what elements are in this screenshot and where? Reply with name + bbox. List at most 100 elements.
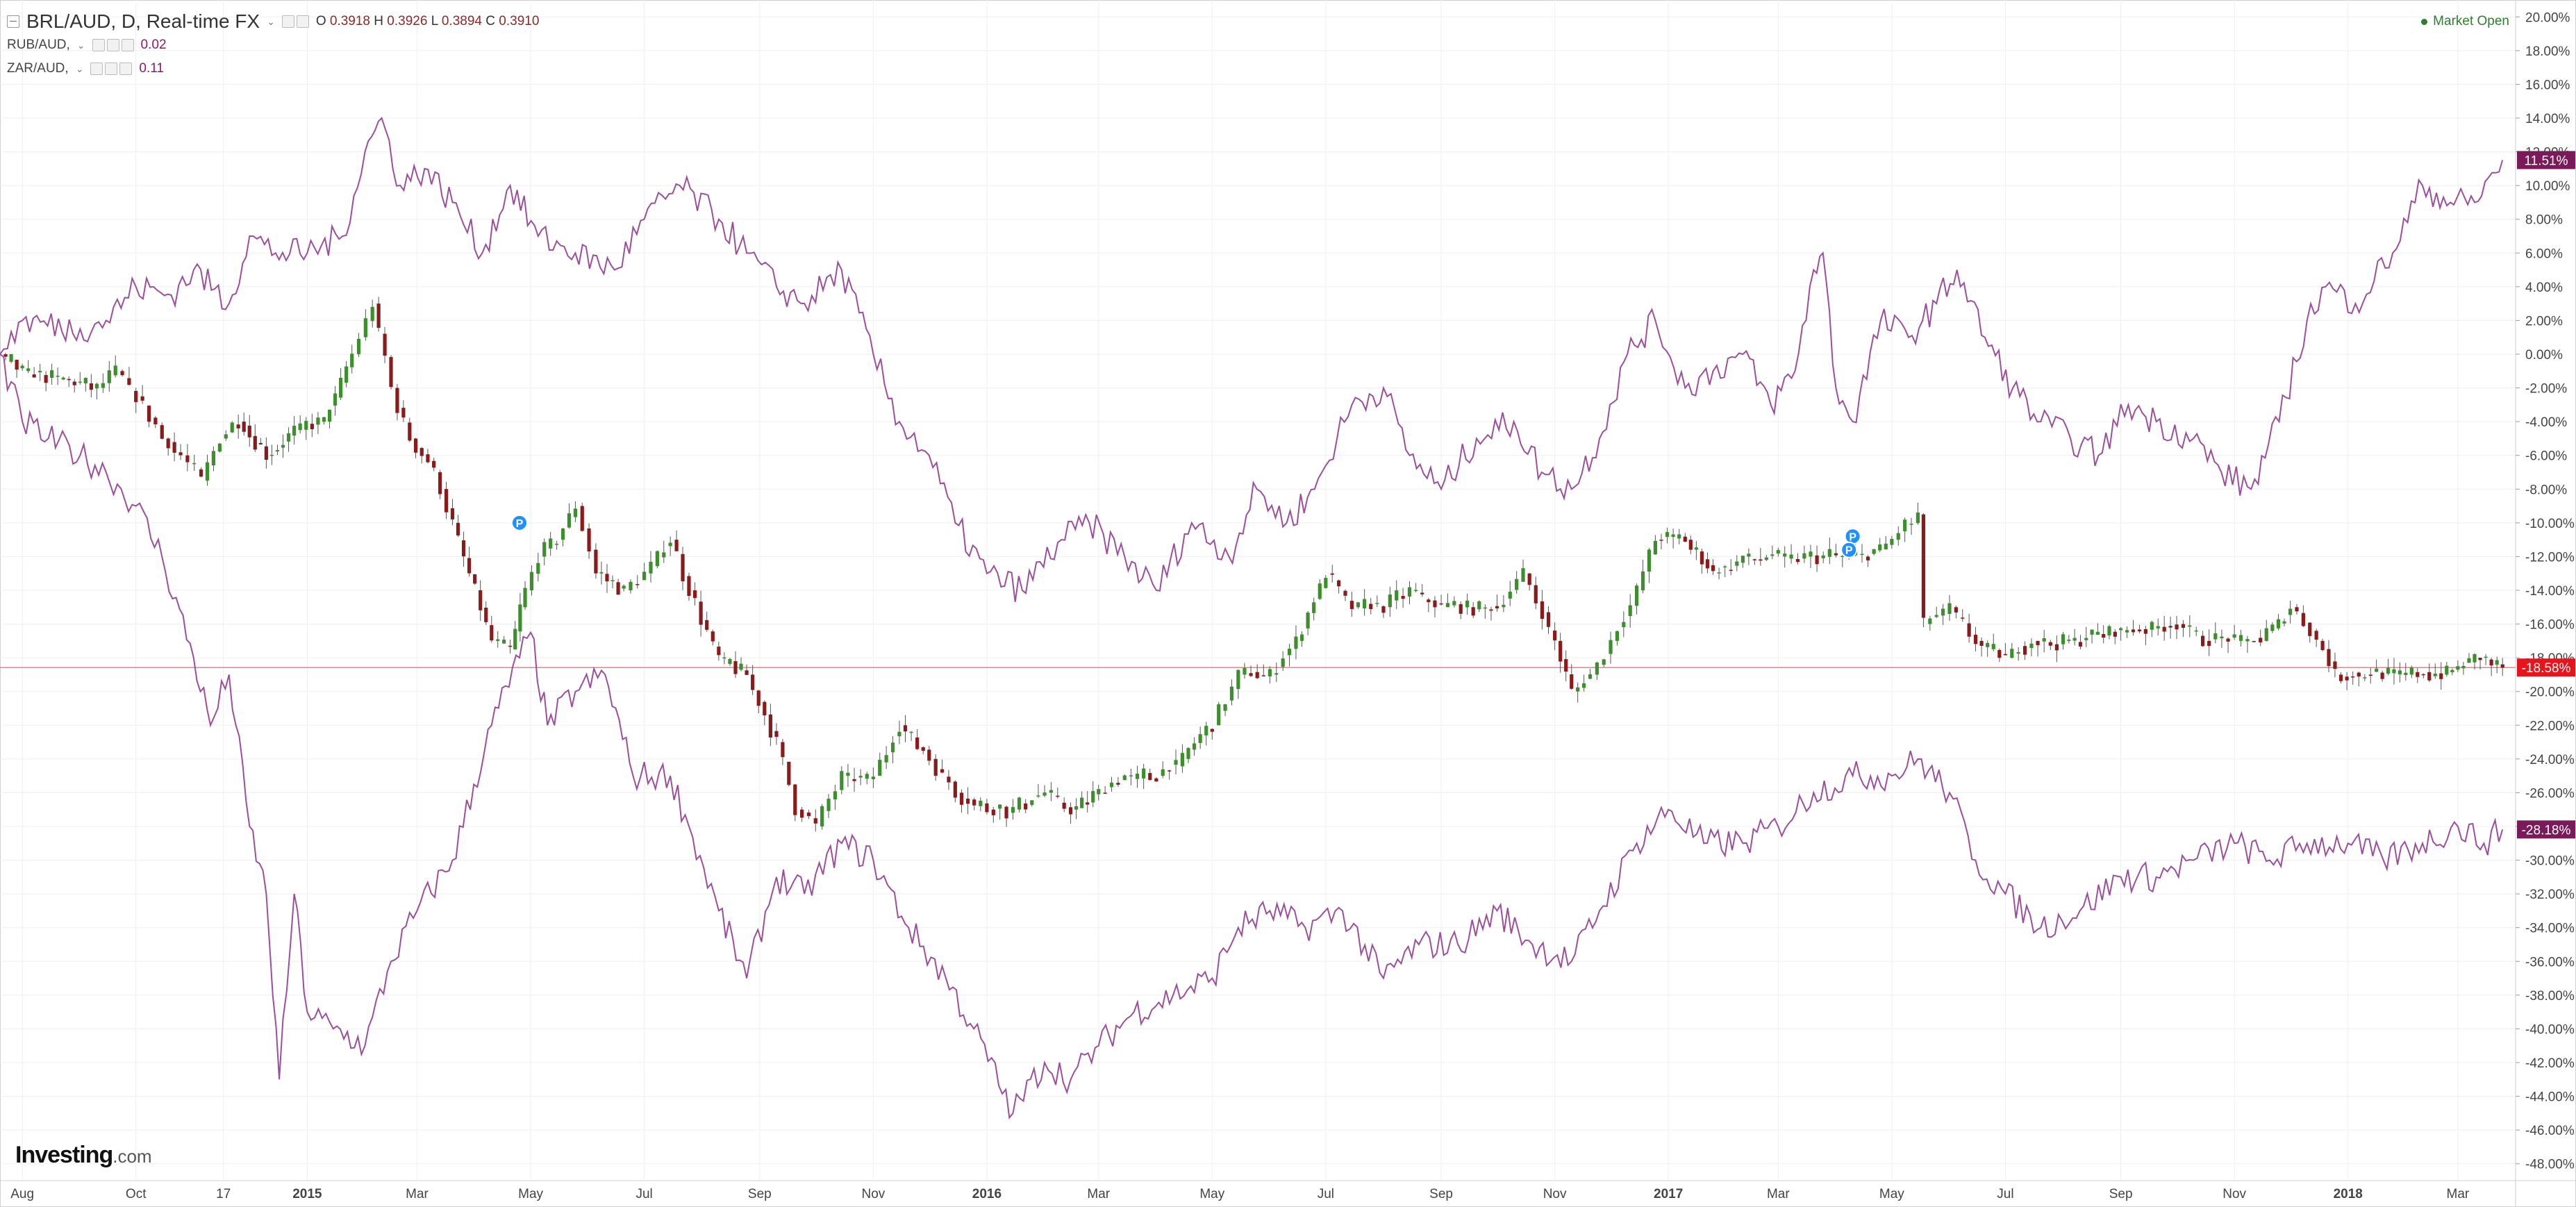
candle-body	[2433, 673, 2437, 676]
candle-body	[1243, 668, 1247, 675]
candle	[2090, 629, 2094, 644]
candle	[1527, 572, 1531, 591]
compare1-symbol[interactable]: RUB/AUD,	[7, 38, 70, 52]
main-symbol[interactable]: BRL/AUD, D, Real-time FX	[26, 10, 260, 32]
y-tick-label: 16.00%	[2525, 78, 2570, 92]
candle	[979, 797, 983, 812]
marker-circle	[1840, 541, 1858, 558]
candle-body	[356, 338, 361, 354]
candle-body	[281, 444, 285, 448]
series-controls[interactable]	[281, 15, 309, 28]
candle-body	[1439, 603, 1443, 605]
chevron-down-icon[interactable]: ⌄	[267, 16, 275, 27]
candle	[2484, 654, 2488, 665]
candle	[1677, 528, 1681, 544]
candle	[2194, 626, 2198, 637]
candle-body	[826, 799, 831, 811]
candle-body	[432, 460, 436, 468]
candle-body	[1979, 640, 1984, 646]
candle	[2207, 629, 2211, 656]
event-marker[interactable]: P	[510, 514, 528, 531]
candle-body	[1740, 556, 1745, 563]
candle	[2003, 643, 2008, 656]
series-brl-aud	[3, 297, 2504, 832]
candle-body	[1759, 559, 1763, 561]
candle	[153, 415, 158, 428]
y-tick-label: -22.00%	[2525, 719, 2575, 733]
event-marker[interactable]: P	[1844, 528, 1861, 545]
candle-body	[629, 581, 633, 590]
candle	[258, 438, 263, 445]
candle	[479, 580, 483, 622]
candle-body	[172, 442, 176, 453]
candle	[1671, 528, 1675, 549]
candle-body	[2327, 649, 2331, 667]
chevron-down-icon[interactable]: ⌄	[75, 63, 84, 74]
candle	[205, 454, 210, 486]
candle	[1142, 764, 1146, 790]
candle	[3, 353, 8, 360]
chevron-down-icon[interactable]: ⌄	[76, 40, 85, 51]
badge-bg	[2517, 151, 2575, 169]
candle	[2456, 660, 2460, 673]
candle	[655, 550, 659, 569]
candle-body	[2003, 654, 2008, 656]
candle-body	[83, 378, 88, 384]
candle	[83, 377, 88, 392]
candle	[897, 720, 901, 744]
candle	[2295, 604, 2299, 615]
candle	[2213, 622, 2218, 644]
candle-body	[1337, 580, 1341, 587]
candle	[1274, 663, 1279, 683]
candle-body	[2213, 633, 2218, 640]
candle-body	[1459, 604, 1463, 614]
candle-body	[1802, 553, 1806, 559]
candle-body	[1570, 674, 1574, 689]
candle-body	[1986, 642, 1990, 647]
candle-body	[890, 742, 895, 753]
candle-body	[2022, 646, 2027, 655]
candle	[826, 794, 831, 818]
candle-body	[1595, 663, 1599, 675]
candle-body	[2125, 630, 2129, 633]
candle-body	[2295, 607, 2299, 612]
candle	[1174, 749, 1178, 775]
candle-body	[2067, 640, 2071, 641]
candle-body	[1056, 795, 1060, 797]
candle-body	[56, 376, 60, 377]
investing-logo[interactable]: Investing.com	[15, 1142, 152, 1168]
candle-body	[2162, 626, 2166, 632]
compare1-controls[interactable]	[92, 39, 134, 51]
candle	[1896, 526, 1900, 546]
candle	[2036, 640, 2040, 657]
candle-body	[120, 371, 124, 376]
candle	[2363, 674, 2367, 681]
legend-compare2-row: ZAR/AUD, ⌄ 0.11	[7, 57, 539, 81]
candle	[264, 437, 268, 469]
candle-body	[2107, 626, 2111, 635]
candle-body	[1770, 554, 1775, 556]
candle	[1330, 565, 1334, 583]
candle	[2078, 635, 2083, 649]
candle-body	[134, 390, 138, 402]
compare2-symbol[interactable]: ZAR/AUD,	[7, 61, 69, 76]
candle-body	[2150, 622, 2154, 630]
candle	[2072, 629, 2077, 646]
candle-body	[1872, 549, 1876, 554]
candle-body	[959, 792, 964, 805]
event-marker[interactable]: P	[1840, 541, 1858, 558]
candle	[1097, 785, 1101, 801]
candle-body	[1815, 555, 1819, 565]
candle-body	[304, 421, 308, 430]
y-tick-label: 18.00%	[2525, 44, 2570, 59]
candle-body	[2301, 613, 2305, 626]
candle	[172, 432, 176, 462]
candle	[649, 551, 653, 583]
candle	[1729, 559, 1733, 576]
collapse-legend-button[interactable]	[7, 15, 19, 28]
candle-body	[1991, 644, 1995, 649]
compare2-controls[interactable]	[90, 63, 133, 75]
candle	[840, 766, 844, 794]
candle	[113, 355, 117, 378]
